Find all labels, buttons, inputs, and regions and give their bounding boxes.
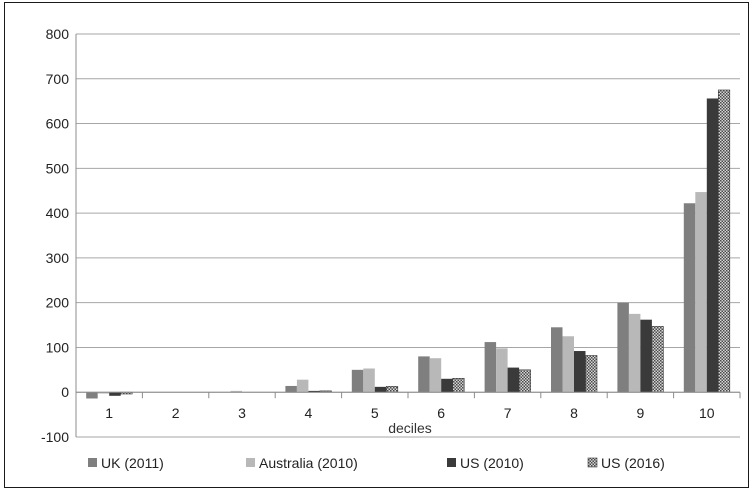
y-tick-label: 300 (46, 250, 70, 266)
legend-swatch (587, 457, 598, 468)
legend-swatch (447, 458, 456, 467)
bars (86, 89, 731, 399)
bar-series-2-decile-1 (97, 392, 110, 394)
x-tick-labels: 1 2 3 4 5 6 7 8 9 10 (105, 405, 714, 421)
bar-series-1-decile-9 (617, 302, 629, 393)
bar-series-3-decile-6 (441, 378, 453, 393)
axes (75, 34, 741, 437)
bar-series-1-decile-5 (351, 369, 364, 393)
bar-series-4-decile-7 (518, 369, 531, 393)
bar-series-3-decile-1 (109, 392, 121, 396)
x-tick-label: 10 (699, 405, 715, 421)
x-axis-label: deciles (388, 420, 432, 436)
legend-label: US (2010) (460, 455, 524, 471)
x-tick-label: 9 (637, 405, 645, 421)
x-tick-label: 6 (437, 405, 445, 421)
y-tick-label: 400 (46, 205, 70, 221)
y-tick-label: 500 (46, 160, 70, 176)
bar-series-3-decile-10 (706, 98, 719, 393)
bar-series-2-decile-3 (230, 390, 242, 393)
x-tick-label: 8 (570, 405, 578, 421)
bar-series-2-decile-7 (496, 348, 508, 393)
chart-frame (4, 2, 749, 488)
bar-series-2-decile-9 (628, 313, 641, 393)
x-tick-label: 4 (305, 405, 313, 421)
bar-series-2-decile-4 (296, 379, 309, 393)
legend-label: UK (2011) (101, 455, 164, 471)
x-tick-label: 5 (371, 405, 379, 421)
bar-series-4-decile-9 (651, 326, 664, 393)
legend-label: US (2016) (601, 455, 665, 471)
bar-series-1-decile-10 (683, 203, 696, 393)
bar-series-1-decile-8 (551, 327, 563, 393)
bar-series-1-decile-7 (484, 342, 497, 393)
legend-label: Australia (2010) (259, 455, 358, 471)
bar-series-2-decile-10 (695, 192, 707, 393)
y-tick-label: 700 (46, 71, 70, 87)
y-tick-labels: -100 0 100 200 300 400 500 600 700 800 (41, 26, 69, 445)
bar-series-3-decile-7 (507, 367, 520, 393)
legend-swatch (88, 458, 97, 467)
legend-swatch (246, 458, 255, 467)
x-tick-label: 7 (504, 405, 512, 421)
bar-series-3-decile-9 (640, 319, 652, 393)
x-tick-label: 1 (105, 405, 113, 421)
x-tick-label: 2 (172, 405, 180, 421)
legend: UK (2011) Australia (2010) US (2010) US (20… (88, 455, 665, 471)
bar-series-1-decile-1 (86, 392, 98, 399)
bar-series-4-decile-6 (452, 378, 465, 393)
bar-series-1-decile-6 (418, 356, 430, 393)
y-tick-label: 0 (61, 384, 69, 400)
bar-series-4-decile-5 (385, 386, 399, 393)
y-tick-label: 600 (46, 116, 70, 132)
bar-series-4-decile-10 (717, 89, 731, 393)
bar-series-3-decile-5 (374, 386, 387, 393)
x-tick-label: 3 (238, 405, 246, 421)
bar-series-2-decile-8 (562, 336, 574, 393)
bar-series-1-decile-4 (285, 385, 297, 393)
bar-series-3-decile-4 (308, 390, 320, 393)
bar-series-2-decile-5 (363, 368, 375, 393)
y-tick-label: -100 (41, 429, 69, 445)
bar-series-3-decile-8 (574, 351, 586, 393)
y-tick-label: 100 (46, 339, 70, 355)
bar-series-2-decile-6 (429, 358, 442, 393)
bar-series-4-decile-8 (585, 355, 598, 393)
y-tick-label: 200 (46, 295, 70, 311)
y-tick-label: 800 (46, 26, 70, 42)
